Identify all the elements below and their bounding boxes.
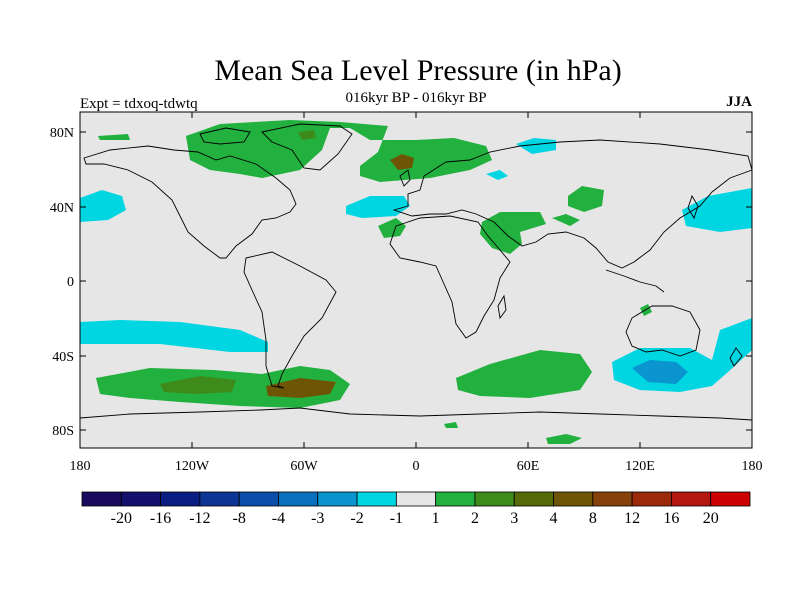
anomaly-region xyxy=(682,188,752,232)
south-america-coast xyxy=(243,251,337,389)
colorbar-label: -3 xyxy=(311,510,324,527)
colorbar-label: -8 xyxy=(233,510,246,527)
lon-tick-label: 120W xyxy=(175,459,210,474)
colorbar-label: 8 xyxy=(589,510,597,527)
colorbar-label: -2 xyxy=(350,510,363,527)
anomaly-region xyxy=(456,350,592,398)
canada-islands-coast xyxy=(199,127,251,145)
anomaly-region xyxy=(80,190,126,222)
africa-coast xyxy=(389,215,511,339)
new-zealand-coast xyxy=(729,347,743,367)
anomaly-region xyxy=(266,378,336,398)
anomaly-region xyxy=(160,376,236,394)
anomaly-region xyxy=(298,130,316,140)
colorbar-swatch xyxy=(395,491,437,507)
chart-title: Mean Sea Level Pressure (in hPa) xyxy=(214,54,621,87)
colorbar-swatch xyxy=(631,491,672,507)
colorbar-label: 12 xyxy=(624,510,640,527)
longitude-axis: 180 120W 60W 0 60E 120E 180 xyxy=(70,112,763,474)
colorbar-label: 20 xyxy=(703,510,719,527)
lon-tick-label: 0 xyxy=(413,459,420,474)
lon-tick-label: 180 xyxy=(70,459,91,474)
lon-tick-label: 120E xyxy=(625,459,655,474)
antarctica-coast xyxy=(79,407,753,421)
anomaly-region xyxy=(546,434,582,444)
colorbar-swatch xyxy=(474,491,515,507)
colorbar-swatch xyxy=(199,491,240,507)
coastlines xyxy=(79,123,753,421)
colorbar-swatch xyxy=(592,491,633,507)
colorbar-label: -16 xyxy=(150,510,171,527)
colorbar-label: 3 xyxy=(510,510,518,527)
anomaly-region xyxy=(186,120,492,182)
japan-coast xyxy=(687,194,699,220)
anomaly-region xyxy=(346,196,410,218)
colorbar: -20 -16 -12 -8 -4 -3 -2 -1 1 2 3 4 8 12 16 20 xyxy=(81,491,751,527)
anomaly-region xyxy=(568,186,604,212)
lat-tick-label: 80S xyxy=(52,424,74,439)
colorbar-swatch xyxy=(278,491,319,507)
anomaly-region xyxy=(80,320,268,352)
lat-tick-label: 0 xyxy=(67,275,74,290)
anomaly-region xyxy=(480,212,546,254)
anomaly-region xyxy=(444,422,458,428)
indonesia-coast xyxy=(605,269,665,293)
colorbar-label: 16 xyxy=(663,510,679,527)
colorbar-label: 4 xyxy=(550,510,558,527)
colorbar-swatch xyxy=(81,491,122,507)
colorbar-swatch xyxy=(120,491,161,507)
period-label: 016kyr BP - 016kyr BP xyxy=(345,90,486,106)
colorbar-label: -12 xyxy=(189,510,210,527)
lon-tick-label: 180 xyxy=(742,459,763,474)
anomaly-region xyxy=(516,138,556,154)
anomaly-region xyxy=(486,170,508,180)
eurasia-coast xyxy=(392,139,753,269)
colorbar-swatch xyxy=(553,491,594,507)
lon-tick-label: 60E xyxy=(517,459,540,474)
colorbar-label: -1 xyxy=(390,510,403,527)
experiment-label: Expt = tdxoq-tdwtq xyxy=(80,96,198,112)
anomaly-region xyxy=(378,218,406,238)
north-america-coast xyxy=(83,145,297,259)
colorbar-swatch xyxy=(160,491,201,507)
season-label: JJA xyxy=(726,94,752,110)
anomaly-region xyxy=(632,360,688,384)
latitude-axis: 80N 40N 0 40S 80S xyxy=(50,126,752,439)
lat-tick-label: 40S xyxy=(52,350,74,365)
anomaly-region xyxy=(390,154,414,170)
madagascar-coast xyxy=(497,294,507,320)
map xyxy=(79,111,753,449)
colorbar-swatch xyxy=(513,491,554,507)
colorbar-label: 2 xyxy=(471,510,479,527)
greenland-coast xyxy=(261,123,353,171)
australia-coast xyxy=(625,305,701,357)
colorbar-label: 1 xyxy=(432,510,440,527)
lat-tick-label: 80N xyxy=(50,126,74,141)
colorbar-swatch xyxy=(238,491,279,507)
colorbar-label: -20 xyxy=(111,510,132,527)
lon-tick-label: 60W xyxy=(290,459,318,474)
lat-tick-label: 40N xyxy=(50,201,74,216)
colorbar-swatch xyxy=(710,491,751,507)
colorbar-label: -4 xyxy=(272,510,285,527)
colorbar-swatch xyxy=(317,491,358,507)
anomaly-region xyxy=(552,214,580,226)
colorbar-swatch xyxy=(671,491,712,507)
anomaly-region xyxy=(98,134,130,140)
colorbar-swatch xyxy=(356,491,397,507)
uk-coast xyxy=(399,169,411,187)
colorbar-swatch xyxy=(435,491,476,507)
